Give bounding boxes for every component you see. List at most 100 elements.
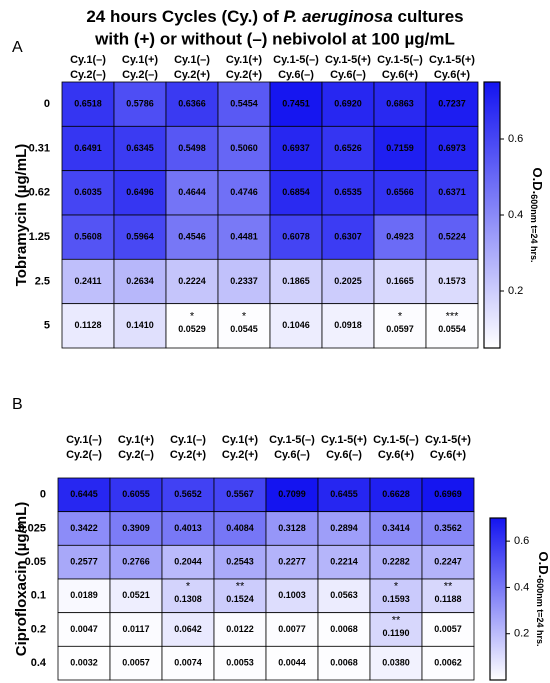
heatmap-cell xyxy=(161,544,215,580)
row-label: 0.4 xyxy=(31,657,47,669)
heatmap-cell xyxy=(317,477,371,513)
column-label: Cy.1-5(+) xyxy=(425,434,471,446)
cell-value-label: 0.0529 xyxy=(178,324,206,334)
cell-value-label: 0.6078 xyxy=(282,232,310,242)
heatmap-cell xyxy=(265,612,319,647)
heatmap-cell xyxy=(373,303,427,349)
heatmap-cell xyxy=(369,511,423,546)
cell-value-label: 0.2543 xyxy=(226,557,254,567)
cell-value-label: 0.0068 xyxy=(330,624,358,634)
colorbar-tick-label: 0.2 xyxy=(508,285,523,297)
panel-label: B xyxy=(12,396,23,413)
cell-value-label: 0.5786 xyxy=(126,99,154,109)
cell-value-label: 0.6863 xyxy=(386,99,414,109)
heatmap-cell xyxy=(373,258,427,305)
column-label: Cy.1-5(–) xyxy=(377,54,423,66)
column-label: Cy.1-5(+) xyxy=(325,54,371,66)
cell-value-label: 0.1593 xyxy=(382,594,410,604)
cell-value-label: 0.6371 xyxy=(438,187,466,197)
colorbar-tick-label: 0.6 xyxy=(508,133,523,145)
cell-value-label: 0.0032 xyxy=(70,658,98,668)
cell-value-label: 0.1128 xyxy=(74,320,101,330)
cell-value-label: 0.1524 xyxy=(226,594,254,604)
heatmap-cell xyxy=(317,511,371,546)
column-label: Cy.6(–) xyxy=(278,69,314,81)
cell-value-label: 0.6526 xyxy=(334,143,362,153)
colorbar-title-part: 600nm t=24 hrs. xyxy=(529,194,539,262)
row-label: 0.025 xyxy=(18,522,46,534)
significance-mark: * xyxy=(394,581,399,593)
cell-value-label: 0.2277 xyxy=(278,557,306,567)
heatmap-cell xyxy=(57,544,111,580)
heatmap-cell xyxy=(421,511,475,546)
heatmap-cell xyxy=(421,477,475,513)
heatmap-cell xyxy=(369,477,423,513)
heatmap-cell xyxy=(425,81,479,127)
cell-value-label: 0.6969 xyxy=(434,489,462,499)
heatmap-cell xyxy=(425,258,479,305)
cell-value-label: 0.0062 xyxy=(434,658,462,668)
panel-label: A xyxy=(12,39,23,56)
column-label: Cy.6(–) xyxy=(330,69,366,81)
cell-value-label: 0.6491 xyxy=(74,143,102,153)
cell-value-label: 0.1865 xyxy=(282,276,310,286)
heatmap-cell xyxy=(421,612,475,647)
heatmap-cell xyxy=(213,477,267,513)
heatmap-cell xyxy=(369,612,423,647)
colorbar-tick-label: 0.6 xyxy=(514,535,529,547)
cell-value-label: 0.5567 xyxy=(226,489,254,499)
heatmap-cell xyxy=(265,477,319,513)
cell-value-label: 0.2025 xyxy=(334,276,362,286)
row-label: 0 xyxy=(40,489,46,501)
cell-value-label: 0.0563 xyxy=(330,590,358,600)
heatmap-cell xyxy=(61,214,115,260)
column-label: Cy.1-5(+) xyxy=(429,54,475,66)
colorbar-title: O.D.600nm t=24 hrs. xyxy=(529,167,545,262)
cell-value-label: 0.0044 xyxy=(278,658,306,668)
cell-value-label: 0.5964 xyxy=(126,232,154,242)
row-label: 0.1 xyxy=(31,590,46,602)
y-axis-title: Tobramycin (µg/mL) xyxy=(13,144,30,287)
heatmap-cell xyxy=(57,477,111,513)
column-label: Cy.1(–) xyxy=(170,434,206,446)
heatmap-cell xyxy=(109,511,163,546)
row-label: 0.05 xyxy=(25,556,46,568)
cell-value-label: 0.0554 xyxy=(438,324,466,334)
cell-value-label: 0.2282 xyxy=(382,557,410,567)
cell-value-label: 0.6055 xyxy=(122,489,150,499)
heatmap-cell xyxy=(321,125,375,172)
heatmap-cell xyxy=(369,645,423,681)
cell-value-label: 0.4084 xyxy=(226,523,254,533)
cell-value-label: 0.1003 xyxy=(278,590,306,600)
heatmap-cell xyxy=(317,578,371,614)
cell-value-label: 0.2044 xyxy=(174,557,202,567)
cell-value-label: 0.6973 xyxy=(438,143,466,153)
significance-mark: * xyxy=(186,581,191,593)
cell-value-label: 0.0545 xyxy=(230,324,258,334)
heatmap-cell xyxy=(217,125,271,172)
column-label: Cy.2(+) xyxy=(170,449,207,461)
colorbar xyxy=(483,81,501,349)
cell-value-label: 0.3422 xyxy=(70,523,98,533)
chart-title: 24 hours Cycles (Cy.) of P. aeruginosa c… xyxy=(86,7,463,26)
cell-value-label: 0.0189 xyxy=(70,590,98,600)
cell-value-label: 0.6920 xyxy=(334,99,362,109)
heatmap-cell xyxy=(61,170,115,216)
colorbar-title-part: O.D. xyxy=(536,551,550,578)
column-label: Cy.6(+) xyxy=(434,69,471,81)
cell-value-label: 0.7237 xyxy=(438,99,466,109)
heatmap-cell xyxy=(321,81,375,127)
heatmap-cell xyxy=(425,303,479,349)
heatmap-cell xyxy=(165,81,219,127)
cell-value-label: 0.4013 xyxy=(174,523,202,533)
cell-value-label: 0.6307 xyxy=(334,232,362,242)
cell-value-label: 0.5224 xyxy=(438,232,466,242)
significance-mark: * xyxy=(190,311,195,323)
cell-value-label: 0.4546 xyxy=(178,232,206,242)
heatmap-cell xyxy=(161,511,215,546)
heatmap-cell xyxy=(317,645,371,681)
cell-value-label: 0.6035 xyxy=(74,187,102,197)
cell-value-label: 0.5454 xyxy=(230,99,258,109)
